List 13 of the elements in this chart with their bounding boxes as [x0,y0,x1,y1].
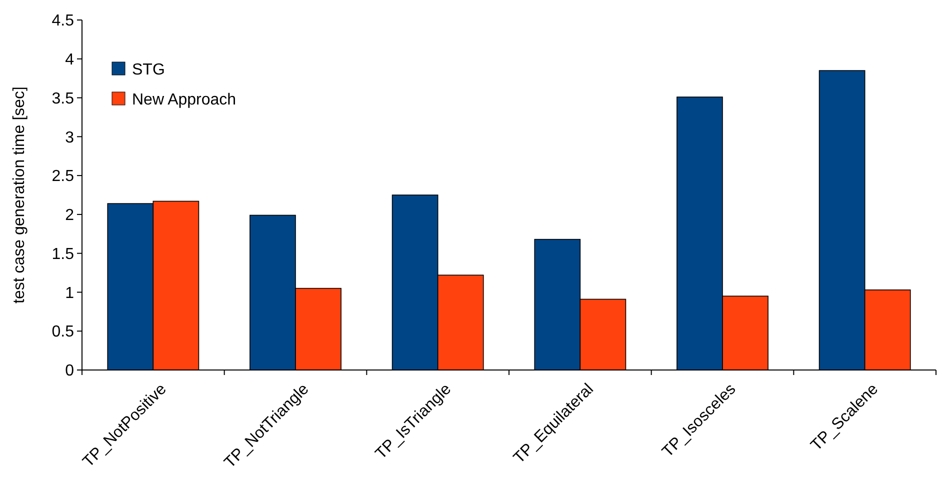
y-tick-label: 2 [65,207,74,224]
y-axis-title: test case generation time [sec] [11,86,28,304]
y-tick-label: 1 [65,284,74,302]
y-tick-label: 4.5 [52,12,74,30]
y-tick-label: 3 [65,129,74,146]
y-tick-label: 1.5 [52,246,74,263]
y-tick-label: 3.5 [52,90,74,108]
legend-label: New Approach [132,92,236,109]
y-tick-label: 4 [65,51,74,68]
y-tick-label: 0.5 [52,324,74,341]
legend-label: STG [132,62,165,79]
y-tick-label: 0 [65,362,74,380]
y-tick-label: 2.5 [52,168,74,186]
